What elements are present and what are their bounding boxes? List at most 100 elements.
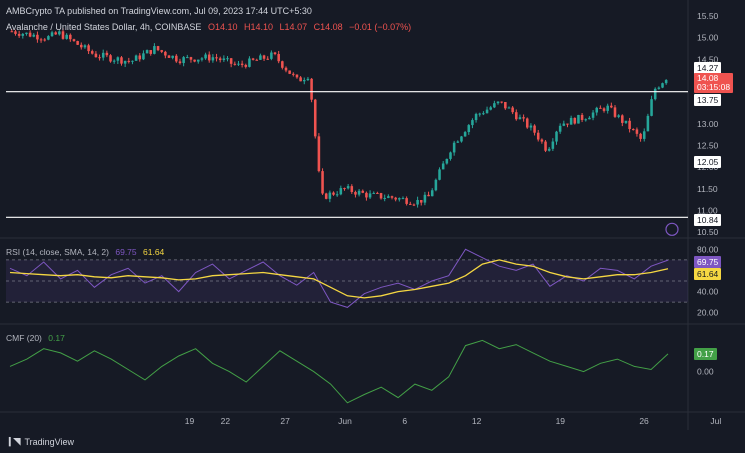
candle-body xyxy=(489,107,492,110)
candle-body xyxy=(343,188,346,190)
candle-body xyxy=(398,198,401,200)
candle-body xyxy=(504,101,507,109)
candle-body xyxy=(478,113,482,115)
candle-body xyxy=(178,61,182,64)
time-tick-label: 19 xyxy=(556,416,566,426)
candle-body xyxy=(324,193,328,199)
candle-body xyxy=(606,105,609,111)
candle-body xyxy=(354,191,357,195)
candle-body xyxy=(69,34,72,40)
ohlc-legend: Avalanche / United States Dollar, 4h, CO… xyxy=(6,22,415,32)
candle-body xyxy=(28,32,32,37)
candle-body xyxy=(525,118,529,128)
candle-body xyxy=(350,186,354,192)
tradingview-logo[interactable]: ❙◥ TradingView xyxy=(6,436,74,447)
candle-body xyxy=(149,50,153,54)
candle-body xyxy=(182,57,185,64)
cmf-line xyxy=(9,339,669,404)
candle-body xyxy=(120,57,123,64)
candle-body xyxy=(577,114,580,124)
candle-body xyxy=(54,32,57,35)
candle-body xyxy=(401,198,405,200)
time-tick-label: 22 xyxy=(221,416,231,426)
candle-body xyxy=(288,70,291,74)
price-tick-label: 10.50 xyxy=(697,227,719,237)
candle-body xyxy=(631,129,635,131)
candle-body xyxy=(555,131,558,142)
candle-body xyxy=(511,107,514,113)
candle-body xyxy=(240,63,244,65)
candle-body xyxy=(248,58,251,67)
tradingview-mark-icon: ❙◥ xyxy=(6,436,21,446)
candle-body xyxy=(664,80,668,84)
rsi-tick-label: 20.00 xyxy=(697,308,719,318)
cmf-label: CMF (20) xyxy=(6,333,42,343)
candle-body xyxy=(434,179,438,191)
time-tick-label: Jun xyxy=(338,416,352,426)
candle-body xyxy=(522,117,525,119)
candle-body xyxy=(72,39,76,42)
candle-body xyxy=(189,57,193,60)
candle-body xyxy=(36,34,39,40)
candle-body xyxy=(153,46,156,54)
price-tag-support1: 13.75 xyxy=(694,94,722,106)
candle-body xyxy=(237,63,240,65)
candle-body xyxy=(277,54,280,62)
candle-body xyxy=(317,136,321,172)
candle-body xyxy=(112,60,116,62)
candle-body xyxy=(416,199,419,205)
candle-body xyxy=(394,197,397,200)
candle-body xyxy=(533,125,536,133)
candle-body xyxy=(10,31,14,33)
candle-body xyxy=(306,78,310,81)
candle-body xyxy=(134,55,138,61)
candle-body xyxy=(379,193,383,199)
candle-body xyxy=(313,99,317,137)
candle-body xyxy=(281,61,284,68)
rsi-label: RSI (14, close, SMA, 14, 2) xyxy=(6,247,109,257)
candle-body xyxy=(295,74,299,78)
cmf-legend: CMF (20) 0.17 xyxy=(6,333,69,343)
candle-body xyxy=(584,119,588,121)
candle-body xyxy=(171,55,174,58)
bar-countdown: 03:15:08 xyxy=(697,82,731,92)
candle-body xyxy=(551,141,555,149)
candle-body xyxy=(123,60,127,64)
rsi-sma-tag: 61.64 xyxy=(694,268,722,280)
candle-body xyxy=(255,59,259,61)
price-tag-support3: 10.84 xyxy=(694,214,722,226)
candle-body xyxy=(529,125,533,128)
candle-body xyxy=(661,83,664,88)
price-tick-label: 11.50 xyxy=(697,184,718,194)
change-value: −0.01 (−0.07%) xyxy=(349,22,412,32)
close-value: C14.08 xyxy=(313,22,343,32)
candle-body xyxy=(430,190,434,197)
candle-body xyxy=(262,55,266,59)
price-tick-label: 12.50 xyxy=(697,141,719,151)
candle-body xyxy=(259,55,262,60)
candle-body xyxy=(292,73,295,75)
candle-body xyxy=(547,148,551,151)
current-price: 14.08 xyxy=(697,73,719,83)
candle-body xyxy=(456,141,460,143)
candle-body xyxy=(496,101,500,104)
candle-body xyxy=(423,194,427,203)
rsi-tag: 69.75 xyxy=(694,256,722,268)
candle-body xyxy=(383,197,386,199)
candle-body xyxy=(335,194,339,196)
candle-body xyxy=(215,57,218,59)
candle-body xyxy=(193,59,196,62)
candle-body xyxy=(321,171,324,194)
candle-body xyxy=(142,53,145,60)
candle-body xyxy=(80,44,83,48)
candle-body xyxy=(127,60,131,62)
candle-body xyxy=(438,169,441,180)
candle-body xyxy=(573,117,577,124)
price-tick-label: 11.00 xyxy=(697,205,718,215)
candle-body xyxy=(452,142,456,153)
price-tag-support2: 12.05 xyxy=(694,156,722,168)
candle-body xyxy=(43,39,47,41)
candle-body xyxy=(58,31,61,35)
candle-body xyxy=(310,78,313,100)
